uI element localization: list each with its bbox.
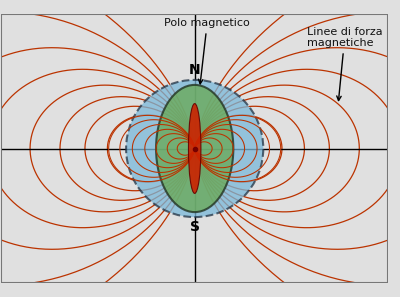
Ellipse shape [188,104,201,193]
Text: N: N [189,64,200,78]
Ellipse shape [126,80,263,217]
Text: S: S [190,219,200,233]
Text: Polo magnetico: Polo magnetico [164,18,250,84]
Ellipse shape [156,85,233,212]
Text: Linee di forza
magnetiche: Linee di forza magnetiche [307,27,382,101]
